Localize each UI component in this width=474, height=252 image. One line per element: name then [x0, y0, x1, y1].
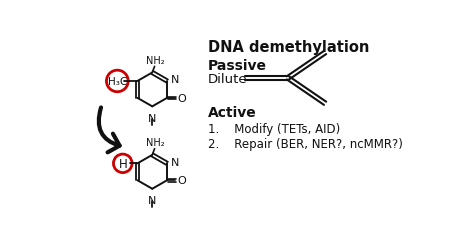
FancyArrowPatch shape	[99, 108, 119, 153]
Text: 1.    Modify (TETs, AID): 1. Modify (TETs, AID)	[208, 122, 340, 135]
Text: H: H	[118, 157, 127, 170]
Text: N: N	[171, 75, 179, 85]
Text: NH₂: NH₂	[146, 55, 164, 66]
Text: Passive: Passive	[208, 59, 267, 73]
Text: H₃C: H₃C	[108, 77, 127, 87]
Text: DNA demethylation: DNA demethylation	[208, 40, 369, 55]
Text: N: N	[171, 157, 179, 167]
Text: Dilute: Dilute	[208, 73, 248, 86]
Text: 2.    Repair (BER, NER?, ncMMR?): 2. Repair (BER, NER?, ncMMR?)	[208, 138, 403, 150]
Text: Active: Active	[208, 105, 257, 119]
Text: O: O	[177, 93, 186, 104]
Text: NH₂: NH₂	[146, 138, 164, 148]
Text: O: O	[177, 176, 186, 185]
Text: N: N	[148, 113, 156, 123]
Text: N: N	[148, 195, 156, 205]
